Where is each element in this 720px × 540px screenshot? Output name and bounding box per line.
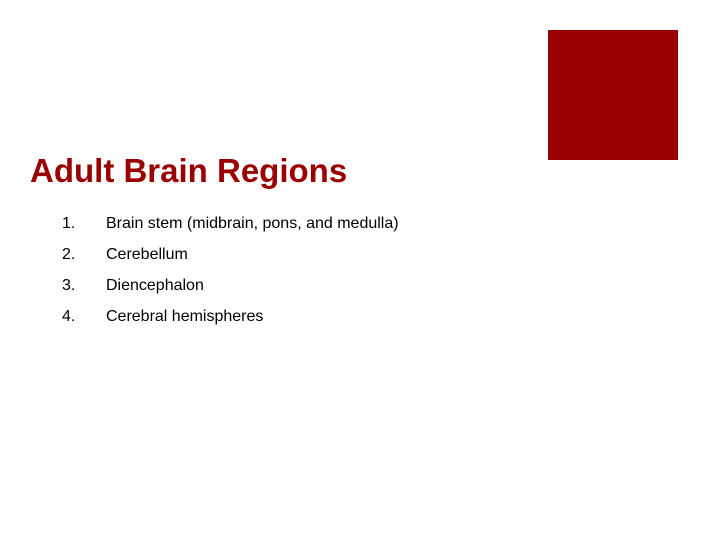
slide-title: Adult Brain Regions — [30, 152, 347, 190]
list-item-number: 4. — [62, 301, 106, 332]
list-item: 1. Brain stem (midbrain, pons, and medul… — [62, 208, 399, 239]
list-item-text: Diencephalon — [106, 270, 204, 301]
list-item-text: Brain stem (midbrain, pons, and medulla) — [106, 208, 399, 239]
list-item: 3. Diencephalon — [62, 270, 399, 301]
list-item: 4. Cerebral hemispheres — [62, 301, 399, 332]
list-item-number: 1. — [62, 208, 106, 239]
region-list: 1. Brain stem (midbrain, pons, and medul… — [62, 208, 399, 332]
list-item-number: 2. — [62, 239, 106, 270]
list-item: 2. Cerebellum — [62, 239, 399, 270]
accent-block — [548, 30, 678, 160]
list-item-text: Cerebral hemispheres — [106, 301, 263, 332]
list-item-text: Cerebellum — [106, 239, 188, 270]
list-item-number: 3. — [62, 270, 106, 301]
